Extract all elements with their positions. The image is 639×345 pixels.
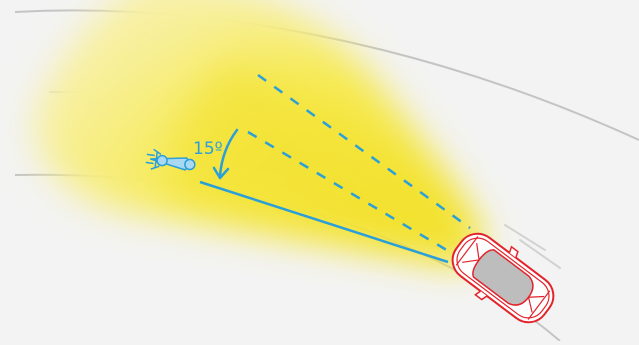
sight-line (199, 180, 449, 264)
angle-arrow-icon (212, 128, 239, 180)
motorcycle-icon (145, 148, 196, 171)
beam-boundaries (247, 73, 471, 257)
car-icon (451, 232, 555, 324)
beam-boundary-lower (247, 130, 456, 257)
angle-label: 15º (193, 139, 223, 159)
headlight-beam-core (173, 60, 470, 258)
beam-boundary-upper (257, 73, 471, 230)
